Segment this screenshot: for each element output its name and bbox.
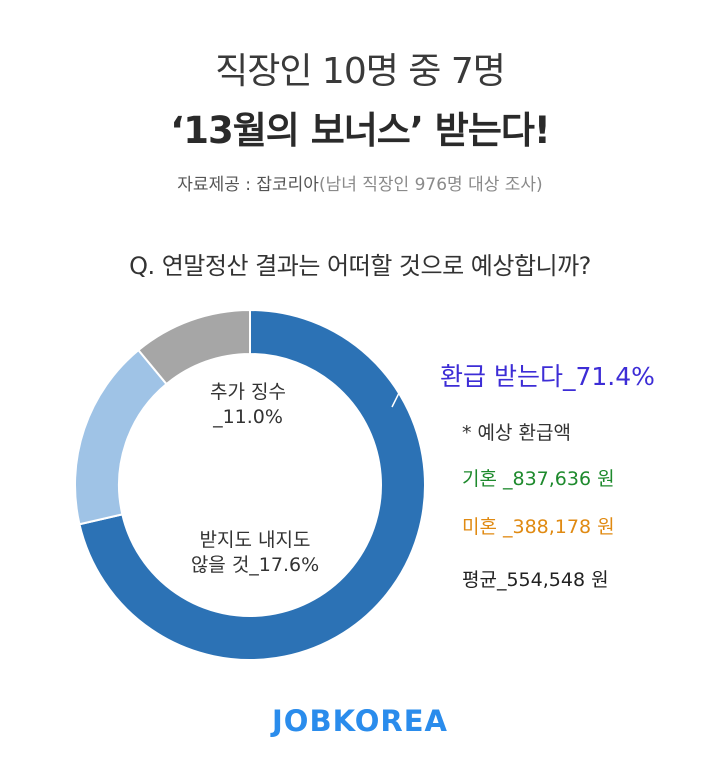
slice-label-neither: 받지도 내지도 않을 것_17.6% <box>170 528 340 577</box>
slice-label-refund: 환급 받는다_71.4% <box>440 362 655 391</box>
leader-line-extra-tax <box>213 378 231 396</box>
slice-refund <box>78 308 426 661</box>
source-main: 자료제공 : 잡코리아 <box>177 175 319 195</box>
title-line2: ‘13월의 보너스’ 받는다! <box>170 109 551 152</box>
slice-label-extra-tax: 추가 징수 _11.0% <box>188 380 308 429</box>
refund-info-single: 미혼 _388,178 원 <box>462 516 615 538</box>
donut-chart <box>74 308 432 661</box>
source-paren: (남녀 직장인 976명 대상 조사) <box>318 175 543 195</box>
refund-info-heading: * 예상 환급액 <box>462 422 571 444</box>
refund-info-average: 평균_554,548 원 <box>462 569 609 591</box>
refund-info-married: 기혼 _837,636 원 <box>462 468 615 490</box>
title-line1: 직장인 10명 중 7명 <box>215 51 506 92</box>
slice-neither <box>74 348 168 526</box>
leader-line-refund <box>391 378 432 408</box>
slice-label-extra-tax-line2: _11.0% <box>213 405 283 428</box>
question-title: Q. 연말정산 결과는 어떠할 것으로 예상합니까? <box>129 252 591 280</box>
source-note: 자료제공 : 잡코리아(남녀 직장인 976명 대상 조사) <box>0 170 720 195</box>
slice-label-extra-tax-line1: 추가 징수 <box>210 381 286 403</box>
slice-extra-tax <box>137 308 251 386</box>
jobkorea-logo: JOBKOREA <box>272 704 448 738</box>
slice-label-neither-line2: 않을 것_17.6% <box>190 553 320 576</box>
leader-line-neither <box>147 540 167 558</box>
slice-label-neither-line1: 받지도 내지도 <box>199 529 311 551</box>
